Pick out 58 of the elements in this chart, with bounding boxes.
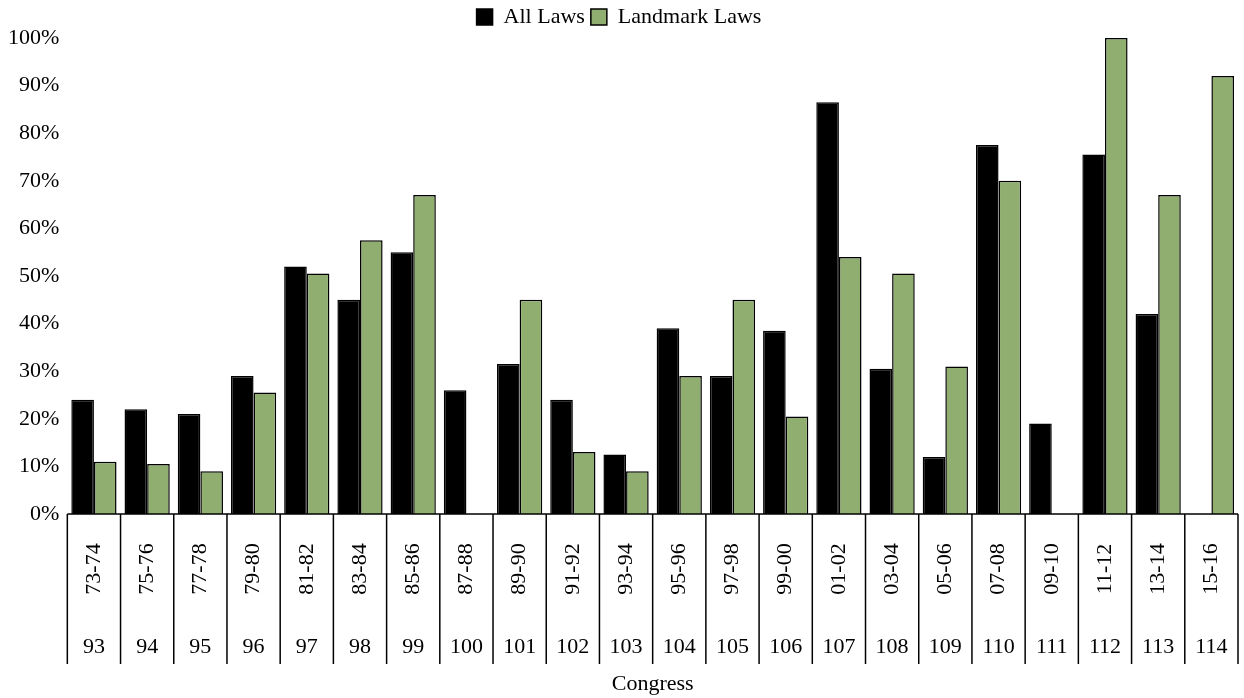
category-label: 104 <box>662 632 696 658</box>
y-tick-label: 50% <box>19 261 60 287</box>
category-label: 85-86 <box>398 543 424 595</box>
category-label: 15-16 <box>1197 543 1223 595</box>
y-tick-label: 40% <box>19 309 60 335</box>
category-label: 107 <box>822 632 856 658</box>
category-label: 95-96 <box>665 543 691 595</box>
category-label: 77-78 <box>186 543 212 595</box>
category-label: 11-12 <box>1090 543 1116 595</box>
category-label: 112 <box>1088 632 1122 658</box>
category-label: 09-10 <box>1037 543 1063 595</box>
category-label: 105 <box>715 632 749 658</box>
category-label: 81-82 <box>292 543 318 595</box>
category-label: 113 <box>1142 632 1175 658</box>
category-label: 97-98 <box>718 543 744 595</box>
category-label: 100 <box>449 632 483 658</box>
y-tick-label: 90% <box>19 71 60 97</box>
y-tick-label: 80% <box>19 118 60 144</box>
category-label: 99 <box>402 632 425 658</box>
category-label: 83-84 <box>345 543 371 595</box>
y-tick-label: 0% <box>30 499 60 525</box>
category-label: 101 <box>503 632 537 658</box>
category-label: 114 <box>1195 632 1228 658</box>
category-label: 79-80 <box>239 543 265 595</box>
category-label: 102 <box>556 632 590 658</box>
y-tick-label: 60% <box>19 214 60 240</box>
category-label: 89-90 <box>505 543 531 595</box>
category-label: 93 <box>82 632 105 658</box>
y-tick-label: 70% <box>19 166 60 192</box>
category-label: 103 <box>609 632 643 658</box>
category-label: 13-14 <box>1143 543 1169 595</box>
category-label: 91-92 <box>558 543 584 595</box>
category-label: 93-94 <box>611 543 637 595</box>
category-label: 95 <box>189 632 212 658</box>
category-label: 109 <box>928 632 962 658</box>
category-label: 87-88 <box>452 543 478 595</box>
category-label: 110 <box>982 632 1015 658</box>
text: Congress <box>611 669 694 695</box>
y-tick-label: 20% <box>19 404 60 430</box>
category-label: 03-04 <box>877 543 903 595</box>
category-label: 75-76 <box>132 543 158 595</box>
category-label: 01-02 <box>824 543 850 595</box>
category-label: 94 <box>136 632 159 658</box>
y-tick-label: 10% <box>19 452 60 478</box>
category-label: 98 <box>348 632 371 658</box>
category-label: 07-08 <box>984 543 1010 595</box>
category-label: 97 <box>295 632 318 658</box>
legend-label: All Laws <box>503 2 585 28</box>
category-label: 96 <box>242 632 265 658</box>
category-label: 73-74 <box>79 543 105 595</box>
category-label: 111 <box>1036 632 1068 658</box>
y-tick-label: 100% <box>8 23 60 49</box>
y-tick-label: 30% <box>19 356 60 382</box>
category-label: 108 <box>875 632 909 658</box>
category-label: 106 <box>769 632 803 658</box>
category-label: 99-00 <box>771 543 797 595</box>
category-label: 05-06 <box>931 543 957 595</box>
legend-label: Landmark Laws <box>617 2 762 28</box>
